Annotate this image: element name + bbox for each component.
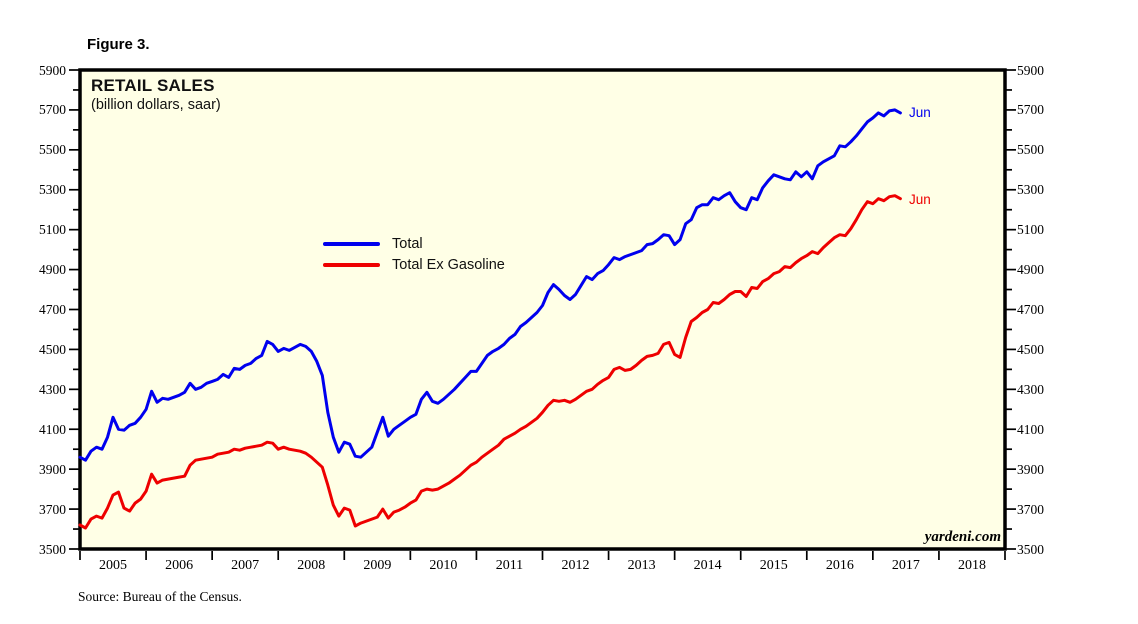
y-axis-tick-label: 5900 — [39, 62, 66, 78]
figure-number-label: Figure 3. — [87, 36, 150, 53]
ex-gasoline-line — [78, 194, 902, 530]
total-series-end-label: Jun — [909, 105, 931, 120]
legend-item-ex-gasoline: Total Ex Gasoline — [323, 254, 505, 275]
y-axis-tick-label: 4700 — [1017, 302, 1044, 317]
y-axis-tick-label: 5700 — [1017, 102, 1044, 118]
y-axis-tick-label: 4100 — [39, 421, 66, 437]
x-axis-tick-label: 2015 — [759, 558, 788, 573]
x-axis-tick-label: 2012 — [561, 558, 590, 573]
legend-label-ex-gasoline: Total Ex Gasoline — [392, 256, 505, 273]
y-axis-tick-label: 3700 — [1017, 501, 1044, 517]
y-axis-tick-label: 5300 — [1017, 182, 1044, 198]
chart-subtitle: (billion dollars, saar) — [91, 97, 221, 113]
y-axis-tick-label: 4300 — [1017, 381, 1044, 397]
x-axis-tick-label: 2018 — [957, 558, 986, 573]
y-axis-tick-label: 4500 — [39, 341, 66, 357]
y-axis-tick-label: 3500 — [39, 541, 66, 557]
y-axis-tick-label: 4300 — [39, 381, 66, 397]
x-axis-tick-label: 2010 — [429, 558, 458, 573]
y-axis-tick-label: 5500 — [1017, 142, 1044, 158]
ex-gasoline-series-end-label: Jun — [909, 192, 931, 207]
x-axis-tick-label: 2005 — [99, 558, 128, 573]
watermark: yardeni.com — [924, 529, 1001, 545]
y-axis-tick-label: 5900 — [1017, 62, 1044, 78]
x-axis-tick-label: 2011 — [495, 558, 524, 573]
x-axis-tick-label: 2006 — [165, 558, 194, 573]
x-axis-tick-label: 2017 — [891, 558, 920, 573]
legend-label-total: Total — [392, 235, 423, 252]
x-axis-tick-label: 2009 — [363, 558, 392, 573]
y-axis-tick-label: 3700 — [39, 501, 66, 517]
legend-item-total: Total — [323, 233, 505, 254]
y-axis-tick-label: 4500 — [1017, 341, 1044, 357]
y-axis-tick-label: 5500 — [39, 142, 66, 158]
y-axis-tick-label: 3900 — [39, 461, 66, 477]
total-line-swatch — [323, 241, 380, 246]
chart-title: RETAIL SALES — [91, 76, 215, 95]
y-axis-tick-label: 4900 — [1017, 262, 1044, 278]
x-axis-tick-label: 2013 — [627, 558, 656, 573]
y-axis-tick-label: 4700 — [39, 302, 66, 317]
y-axis-tick-label: 3500 — [1017, 541, 1044, 557]
x-axis-tick-label: 2016 — [825, 558, 854, 573]
y-axis-tick-label: 3900 — [1017, 461, 1044, 477]
y-axis-tick-label: 5300 — [39, 182, 66, 198]
legend: Total Total Ex Gasoline — [323, 233, 505, 275]
y-axis-tick-label: 5100 — [1017, 222, 1044, 238]
x-axis-tick-label: 2014 — [693, 558, 722, 573]
y-axis-tick-label: 4900 — [39, 262, 66, 278]
y-axis-tick-label: 5100 — [39, 222, 66, 238]
source-note: Source: Bureau of the Census. — [78, 589, 242, 604]
ex-gasoline-line-swatch — [323, 262, 380, 267]
x-axis-tick-label: 2008 — [297, 558, 326, 573]
y-axis-tick-label: 4100 — [1017, 421, 1044, 437]
x-axis-tick-label: 2007 — [231, 558, 260, 573]
total-line — [78, 108, 902, 462]
y-axis-tick-label: 5700 — [39, 102, 66, 118]
plot-frame — [78, 68, 1007, 551]
